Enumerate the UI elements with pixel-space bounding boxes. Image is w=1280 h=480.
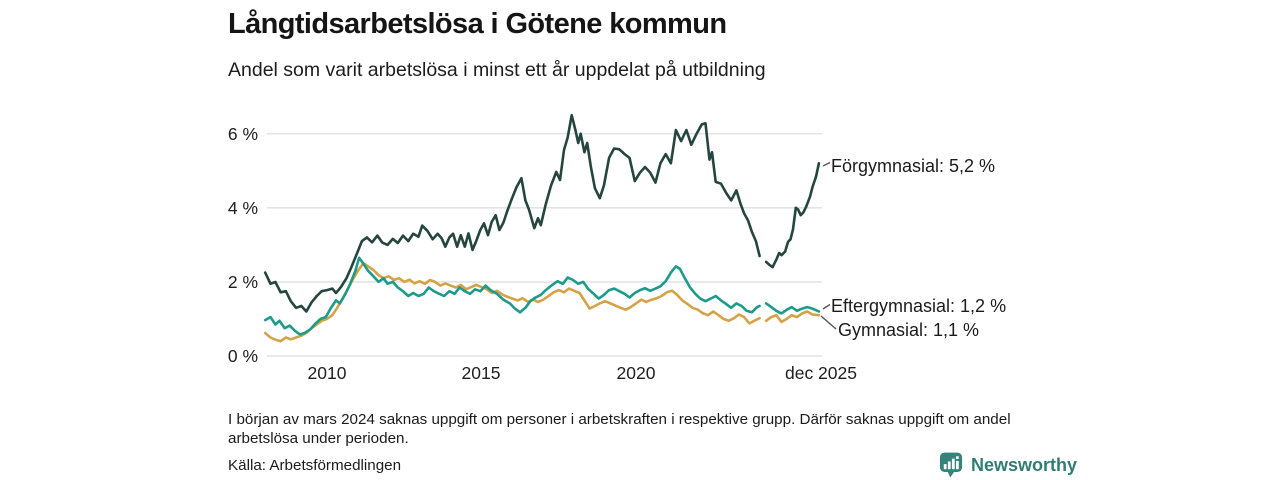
series-end-label-eftergymnasial: Eftergymnasial: 1,2 % <box>831 296 1007 316</box>
x-axis-tick-label: dec 2025 <box>784 363 857 383</box>
newsworthy-logo-icon <box>939 451 963 480</box>
page-title: Långtidsarbetslösa i Götene kommun <box>228 8 727 40</box>
x-axis-tick-label: 2020 <box>616 363 656 383</box>
series-end-label-gymnasial: Gymnasial: 1,1 % <box>838 320 980 340</box>
newsworthy-brand-name: Newsworthy <box>971 455 1078 475</box>
y-axis-tick-label: 2 % <box>227 272 258 292</box>
x-axis-tick-label: 2015 <box>461 363 501 383</box>
page-subtitle: Andel som varit arbetslösa i minst ett å… <box>228 59 766 81</box>
footnote: I början av mars 2024 saknas uppgift om … <box>228 411 1011 447</box>
y-axis-tick-label: 6 % <box>227 124 258 144</box>
series-end-label-forgymnasial: Förgymnasial: 5,2 % <box>831 156 996 176</box>
y-axis-tick-label: 4 % <box>227 198 258 218</box>
x-axis-tick-label: 2010 <box>307 363 347 383</box>
source-attribution: Källa: Arbetsförmedlingen <box>228 457 402 474</box>
y-axis-tick-label: 0 % <box>227 346 258 366</box>
newsworthy-branding[interactable]: Newsworthy <box>939 451 1077 480</box>
